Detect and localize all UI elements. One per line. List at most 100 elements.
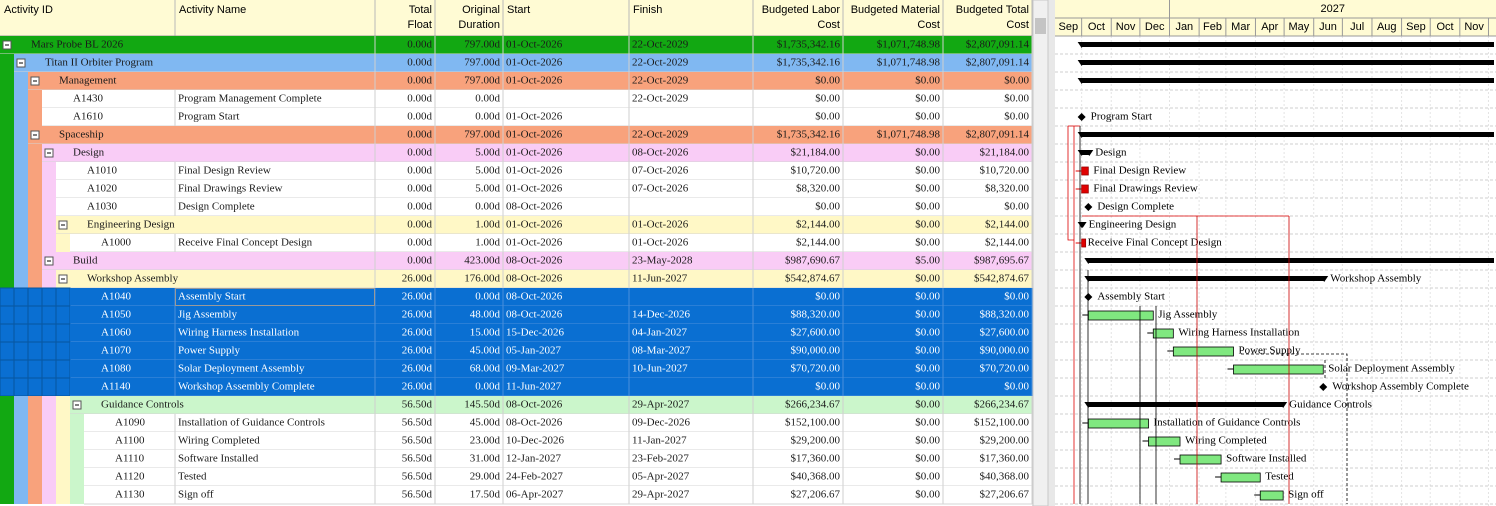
activity-name: Wiring Completed (178, 435, 260, 447)
bar-label: Jig Assembly (1158, 309, 1217, 321)
column-header[interactable]: Budgeted Material (851, 4, 940, 16)
indent-band (0, 305, 15, 325)
wbs-name: Spaceship (59, 129, 104, 141)
wbs-row[interactable] (0, 36, 1032, 54)
wbs-row[interactable] (14, 54, 1032, 72)
bar-label: Engineering Design (1089, 219, 1177, 231)
activity-row[interactable] (56, 180, 1032, 198)
cell-total: $0.00 (1004, 75, 1029, 87)
bar-label: Workshop Assembly (1330, 273, 1422, 285)
activity-row[interactable] (56, 198, 1032, 216)
wbs-row[interactable] (28, 72, 1032, 90)
indent-band (56, 234, 70, 252)
cell-total: $2,807,091.14 (966, 129, 1030, 141)
activity-row[interactable] (84, 432, 1032, 450)
indent-band (28, 252, 42, 270)
column-header[interactable]: Original (462, 4, 500, 16)
indent-band (70, 432, 84, 450)
scroll-thumb[interactable] (1035, 18, 1046, 34)
cell-duration: 0.00d (475, 291, 500, 303)
cell-total: $10,720.00 (980, 165, 1030, 177)
indent-band (28, 486, 42, 504)
cell-duration: 1.00d (475, 219, 500, 231)
indent-band (70, 468, 84, 486)
column-header[interactable]: Total (409, 4, 432, 16)
cell-material: $0.00 (915, 165, 940, 177)
activity-row[interactable] (70, 342, 1032, 360)
indent-band (55, 287, 71, 307)
month-label: Oct (1088, 21, 1105, 33)
cell-total: $2,807,091.14 (966, 39, 1030, 51)
cell-finish: 22-Oct-2029 (632, 75, 689, 87)
column-header[interactable]: Cost (1006, 19, 1029, 31)
activity-row[interactable] (84, 468, 1032, 486)
cell-material: $0.00 (915, 93, 940, 105)
activity-row[interactable] (70, 360, 1032, 378)
cell-labor: $8,320.00 (796, 183, 841, 195)
cell-float: 0.00d (407, 93, 432, 105)
cell-labor: $542,874.67 (785, 273, 841, 285)
activity-bar (1087, 310, 1154, 321)
scrollbar[interactable] (1032, 0, 1049, 506)
cell-total: $88,320.00 (980, 309, 1030, 321)
indent-band (42, 468, 56, 486)
column-header[interactable]: Start (507, 4, 530, 16)
activity-row[interactable] (56, 162, 1032, 180)
cell-finish: 22-Oct-2029 (632, 129, 689, 141)
indent-band (70, 450, 84, 468)
indent-band (28, 468, 42, 486)
activity-row[interactable] (70, 306, 1032, 324)
column-header[interactable]: Activity ID (4, 4, 53, 16)
column-header[interactable]: Cost (817, 19, 840, 31)
cell-labor: $0.00 (815, 291, 840, 303)
activity-row[interactable] (84, 486, 1032, 504)
indent-band (28, 108, 42, 126)
column-header[interactable]: Budgeted Labor (762, 4, 841, 16)
activity-id: A1040 (101, 291, 131, 303)
activity-name: Receive Final Concept Design (178, 237, 313, 249)
activity-row[interactable] (70, 378, 1032, 396)
month-label: Apr (1261, 21, 1278, 33)
column-header[interactable]: Activity Name (179, 4, 246, 16)
cell-duration: 45.00d (470, 345, 501, 357)
activity-row[interactable] (84, 414, 1032, 432)
wbs-row[interactable] (70, 396, 1032, 414)
cell-total: $2,144.00 (985, 219, 1030, 231)
wbs-row[interactable] (42, 144, 1032, 162)
cell-start: 01-Oct-2026 (506, 147, 563, 159)
cell-duration: 29.00d (470, 471, 501, 483)
wbs-row[interactable] (56, 216, 1032, 234)
bar-label: Assembly Start (1097, 291, 1165, 303)
activity-row[interactable] (70, 234, 1032, 252)
cell-total: $70,720.00 (980, 363, 1030, 375)
month-label: Jul (1350, 21, 1364, 33)
wbs-row[interactable] (28, 126, 1032, 144)
wbs-row[interactable] (56, 270, 1032, 288)
column-header[interactable]: Float (408, 19, 432, 31)
cell-duration: 23.00d (470, 435, 501, 447)
activity-id: A1130 (115, 489, 145, 501)
activity-row[interactable] (70, 324, 1032, 342)
activity-row[interactable] (42, 108, 1032, 126)
wbs-row[interactable] (42, 252, 1032, 270)
cell-start: 01-Oct-2026 (506, 39, 563, 51)
column-header[interactable]: Cost (917, 19, 940, 31)
column-header[interactable]: Duration (458, 19, 500, 31)
activity-row[interactable] (84, 450, 1032, 468)
column-header[interactable]: Budgeted Total (956, 4, 1029, 16)
cell-start: 01-Oct-2026 (506, 129, 563, 141)
activity-bar (1081, 184, 1089, 194)
cell-duration: 423.00d (464, 255, 500, 267)
cell-total: $21,184.00 (980, 147, 1030, 159)
cell-finish: 29-Apr-2027 (632, 489, 690, 501)
cell-material: $0.00 (915, 237, 940, 249)
cell-finish: 11-Jan-2027 (632, 435, 687, 447)
bar-label: Design Complete (1097, 201, 1174, 213)
indent-band (27, 323, 43, 343)
column-header[interactable]: Finish (633, 4, 662, 16)
activity-id: A1090 (115, 417, 145, 429)
activity-row[interactable] (70, 288, 1032, 306)
summary-bar (1081, 60, 1494, 65)
cell-labor: $88,320.00 (791, 309, 841, 321)
activity-row[interactable] (42, 90, 1032, 108)
